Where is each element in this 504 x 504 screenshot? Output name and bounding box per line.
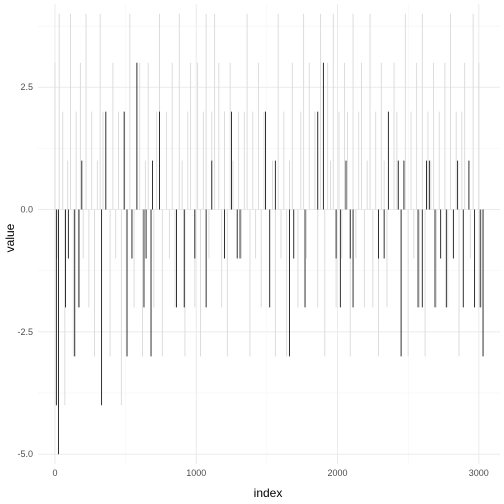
y-tick-label: 0.0 xyxy=(20,205,33,215)
y-axis-title: value xyxy=(3,223,17,252)
bars-dark-series xyxy=(55,62,484,455)
x-axis-title: index xyxy=(254,486,283,500)
x-tick-label: 0 xyxy=(52,468,57,478)
y-tick-labels: -5.0 -2.5 0.0 2.5 xyxy=(17,82,33,459)
x-tick-label: 2000 xyxy=(328,468,348,478)
y-tick-label: -2.5 xyxy=(17,327,33,337)
y-tick-label: -5.0 xyxy=(17,449,33,459)
x-tick-label: 3000 xyxy=(469,468,489,478)
x-tick-label: 1000 xyxy=(186,468,206,478)
y-tick-label: 2.5 xyxy=(20,82,33,92)
x-tick-labels: 0 1000 2000 3000 xyxy=(52,468,488,478)
